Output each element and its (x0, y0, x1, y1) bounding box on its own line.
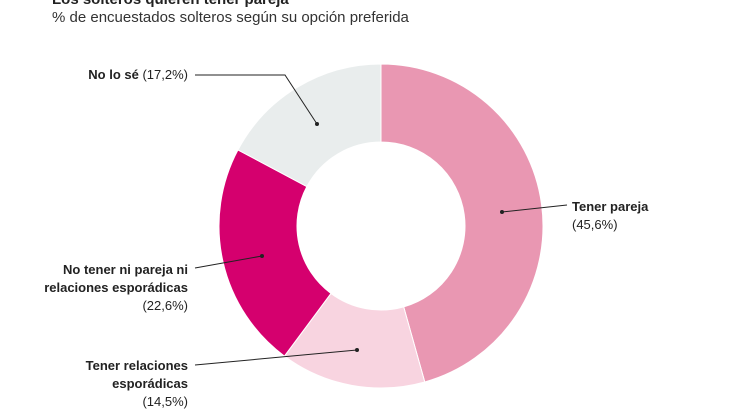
slice-label: Tener relaciones esporádicas (14,5%) (40, 357, 188, 411)
leader-line (501, 204, 568, 213)
leader-lines (194, 74, 568, 366)
value-label: (22,6%) (142, 298, 188, 313)
leader-line (194, 255, 263, 269)
leader-dot (500, 210, 504, 214)
leader-dot (315, 122, 319, 126)
leader-line (195, 74, 318, 125)
slice-label: No lo sé (17,2%) (20, 66, 188, 84)
category-label: No tener ni pareja ni relaciones esporád… (44, 262, 188, 295)
donut-slice (237, 63, 382, 188)
slice-label: No tener ni pareja ni relaciones esporád… (40, 261, 188, 315)
leader-dots (260, 122, 504, 352)
value-label: (14,5%) (142, 394, 188, 409)
category-label: No lo sé (88, 67, 139, 82)
slice-label: Tener pareja (45,6%) (572, 198, 682, 234)
donut-slice (218, 149, 332, 357)
chart-subtitle: % de encuestados solteros según su opció… (52, 9, 409, 26)
category-label: Tener pareja (572, 199, 649, 214)
leader-dot (260, 254, 264, 258)
leader-line (194, 349, 358, 366)
value-label: (17,2%) (142, 67, 188, 82)
donut-slice (380, 63, 544, 383)
category-label: Tener relaciones esporádicas (85, 358, 188, 391)
value-label: (45,6%) (572, 217, 618, 232)
leader-dot (355, 348, 359, 352)
chart-title: Los solteros quieren tener pareja (52, 0, 289, 8)
